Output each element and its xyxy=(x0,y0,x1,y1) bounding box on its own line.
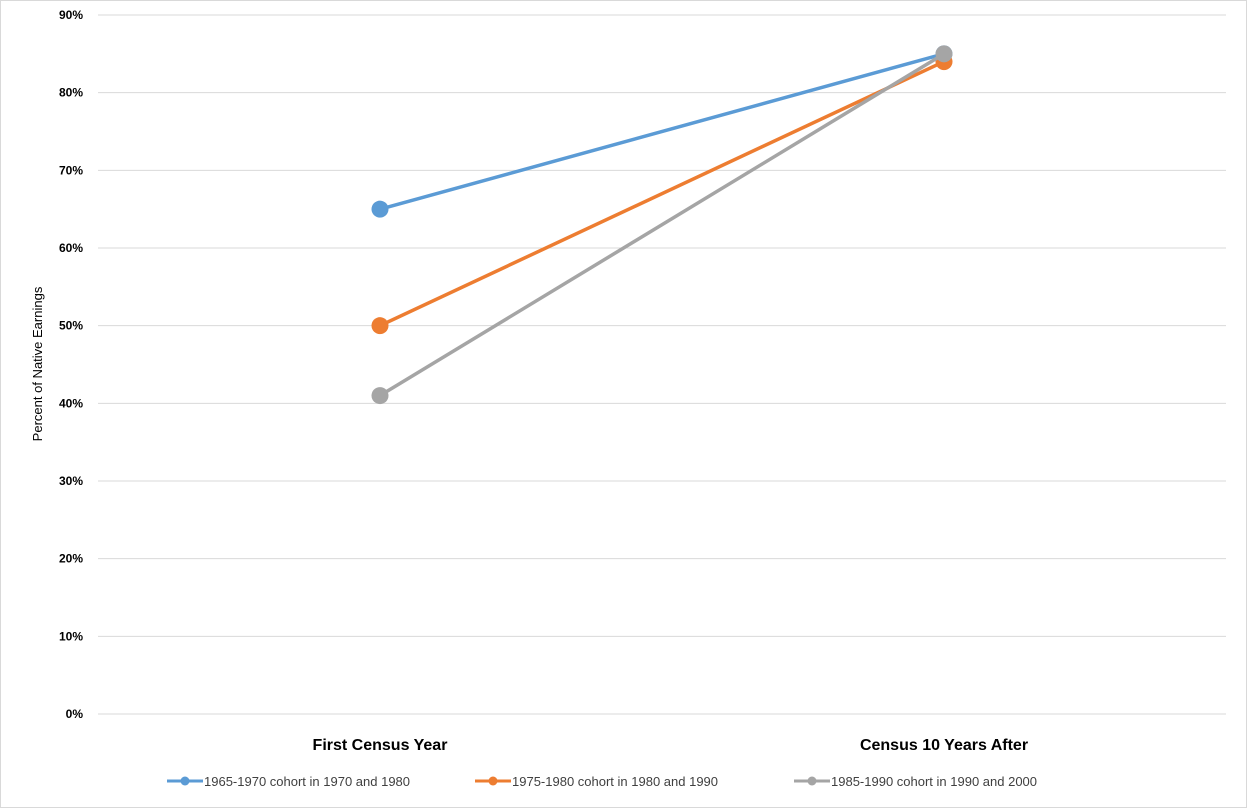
series-line xyxy=(378,52,946,211)
series xyxy=(371,45,953,405)
data-point xyxy=(935,45,953,63)
y-tick-label: 80% xyxy=(59,86,83,100)
legend-label: 1975-1980 cohort in 1980 and 1990 xyxy=(512,774,718,789)
series-3 xyxy=(371,45,953,405)
y-axis-label: Percent of Native Earnings xyxy=(30,286,45,441)
y-tick-label: 50% xyxy=(59,319,83,333)
y-tick-label: 30% xyxy=(59,474,83,488)
legend-label: 1965-1970 cohort in 1970 and 1980 xyxy=(204,774,410,789)
gridlines xyxy=(98,14,1226,715)
data-point xyxy=(371,200,389,218)
series-line xyxy=(378,59,946,328)
data-point xyxy=(371,387,389,405)
legend: 1965-1970 cohort in 1970 and 1980 1975-19… xyxy=(167,774,1037,789)
legend-item: 1975-1980 cohort in 1980 and 1990 xyxy=(475,774,718,789)
data-point xyxy=(371,317,389,335)
legend-label: 1985-1990 cohort in 1990 and 2000 xyxy=(831,774,1037,789)
y-axis-ticks: 0% 10% 20% 30% 40% 50% 60% 70% 80% 90% xyxy=(59,8,83,721)
series-line xyxy=(378,52,946,398)
legend-marker xyxy=(488,776,498,786)
legend-item: 1965-1970 cohort in 1970 and 1980 xyxy=(167,774,410,789)
legend-marker xyxy=(807,776,817,786)
x-tick-label: Census 10 Years After xyxy=(860,737,1028,754)
legend-marker xyxy=(180,776,190,786)
x-axis-ticks: First Census Year Census 10 Years After xyxy=(313,737,1028,754)
legend-item: 1985-1990 cohort in 1990 and 2000 xyxy=(794,774,1037,789)
x-tick-label: First Census Year xyxy=(313,737,448,754)
y-tick-label: 70% xyxy=(59,163,83,177)
y-tick-label: 40% xyxy=(59,396,83,410)
y-tick-label: 20% xyxy=(59,552,83,566)
y-tick-label: 10% xyxy=(59,629,83,643)
series-2 xyxy=(371,53,953,335)
y-tick-label: 60% xyxy=(59,241,83,255)
y-tick-label: 90% xyxy=(59,8,83,22)
y-tick-label: 0% xyxy=(66,707,84,721)
